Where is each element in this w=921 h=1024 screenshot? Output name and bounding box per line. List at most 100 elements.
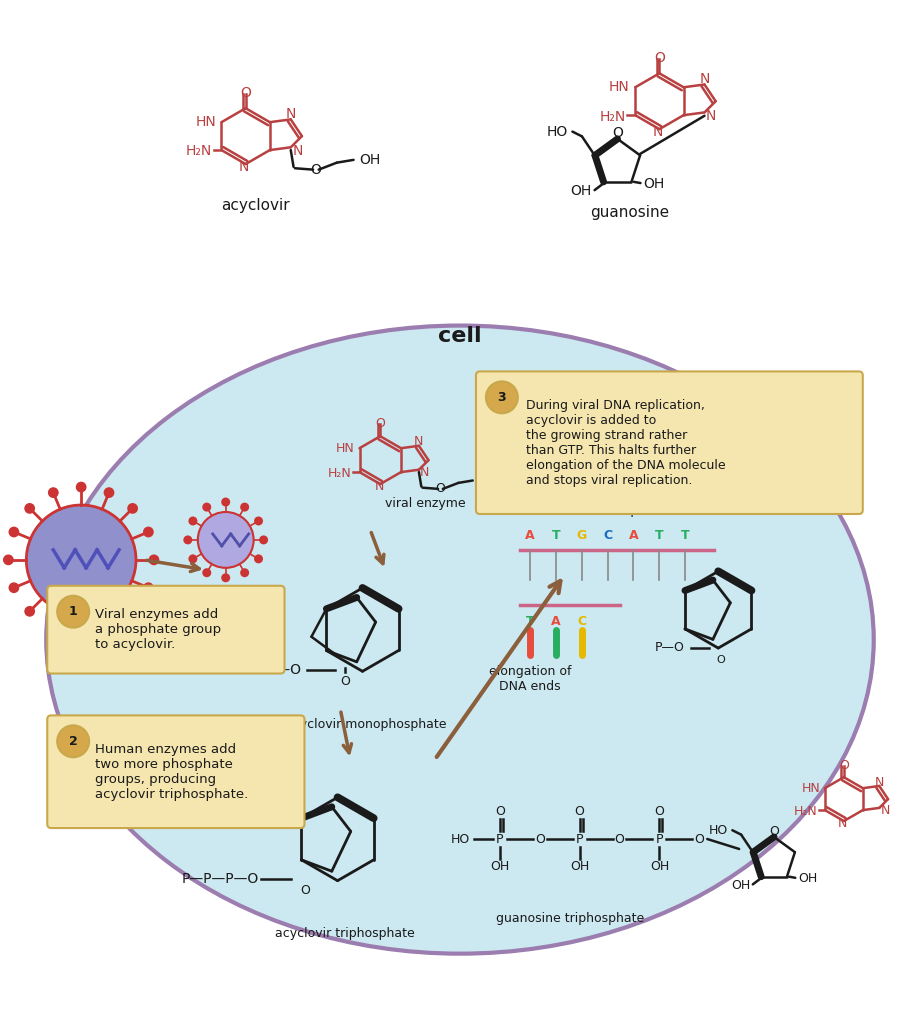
Text: P: P: [496, 833, 504, 846]
Circle shape: [221, 498, 230, 507]
FancyBboxPatch shape: [47, 586, 285, 674]
Circle shape: [3, 554, 14, 565]
Text: OH: OH: [478, 474, 497, 487]
Text: HN: HN: [609, 80, 630, 94]
Text: O: O: [341, 675, 350, 688]
Text: elongation of
DNA ends: elongation of DNA ends: [488, 666, 571, 693]
Circle shape: [57, 725, 89, 758]
Text: N: N: [880, 804, 890, 817]
Circle shape: [24, 503, 35, 514]
Text: O: O: [655, 805, 664, 817]
Text: P—O: P—O: [655, 641, 684, 654]
Circle shape: [76, 481, 87, 493]
Circle shape: [104, 487, 114, 498]
Text: O: O: [495, 805, 505, 817]
Text: OH: OH: [360, 153, 381, 167]
Text: T: T: [655, 529, 664, 543]
Text: O: O: [769, 825, 779, 838]
Text: OH: OH: [644, 177, 665, 191]
Circle shape: [8, 526, 19, 538]
Circle shape: [259, 536, 268, 545]
Text: N: N: [705, 109, 717, 123]
Text: O: O: [575, 805, 585, 817]
Text: O: O: [310, 163, 321, 176]
Text: O: O: [694, 833, 705, 846]
Text: T: T: [526, 615, 534, 628]
Text: N: N: [653, 125, 663, 139]
Text: virus: virus: [58, 618, 104, 637]
Text: During viral DNA replication,
acyclovir is added to
the growing strand rather
th: During viral DNA replication, acyclovir …: [526, 398, 726, 486]
Text: A: A: [525, 529, 534, 543]
Text: C: C: [603, 529, 612, 543]
Text: N: N: [414, 435, 424, 447]
Text: Viral enzymes add
a phosphate group
to acyclovir.: Viral enzymes add a phosphate group to a…: [95, 608, 221, 651]
Text: H₂N: H₂N: [793, 805, 817, 818]
Text: O: O: [535, 833, 544, 846]
Text: cell: cell: [438, 326, 482, 345]
Text: O: O: [612, 126, 623, 140]
Circle shape: [240, 568, 250, 578]
Text: acyclovir triphosphate: acyclovir triphosphate: [275, 927, 415, 940]
Text: O: O: [436, 482, 446, 496]
Circle shape: [57, 596, 89, 628]
Text: viral enzyme: viral enzyme: [385, 497, 465, 510]
Text: N: N: [292, 143, 302, 158]
Text: C: C: [577, 615, 586, 628]
Text: O: O: [839, 759, 849, 772]
Text: P—O: P—O: [269, 663, 302, 677]
Circle shape: [127, 606, 138, 616]
Circle shape: [8, 583, 19, 593]
Text: G: G: [577, 529, 587, 543]
Text: N: N: [420, 466, 429, 479]
Circle shape: [143, 526, 154, 538]
Text: OH: OH: [570, 860, 589, 873]
Circle shape: [143, 583, 154, 593]
Text: P—P—P—O: P—P—P—O: [182, 871, 260, 886]
Text: N: N: [239, 160, 250, 174]
Text: O: O: [654, 51, 665, 65]
Circle shape: [76, 628, 87, 638]
Text: acyclovir: acyclovir: [221, 199, 290, 213]
Circle shape: [486, 381, 518, 414]
Text: P: P: [656, 833, 663, 846]
Text: OH: OH: [798, 872, 817, 886]
Circle shape: [189, 516, 197, 525]
Text: A: A: [629, 529, 638, 543]
Text: O: O: [300, 885, 310, 897]
Text: T: T: [552, 529, 560, 543]
Circle shape: [203, 568, 211, 578]
Ellipse shape: [46, 326, 874, 953]
Text: OH: OH: [731, 879, 751, 892]
Text: HO: HO: [450, 833, 470, 846]
Text: human
enzymes: human enzymes: [223, 716, 278, 743]
Circle shape: [27, 505, 136, 614]
Text: HN: HN: [336, 441, 355, 455]
Circle shape: [203, 503, 211, 512]
Circle shape: [148, 554, 159, 565]
Text: HN: HN: [195, 115, 216, 129]
Circle shape: [48, 487, 59, 498]
Circle shape: [189, 554, 197, 563]
Circle shape: [24, 606, 35, 616]
Circle shape: [198, 512, 253, 568]
Text: O: O: [375, 417, 385, 430]
Text: P: P: [576, 833, 583, 846]
Circle shape: [104, 622, 114, 633]
Circle shape: [48, 622, 59, 633]
Text: A: A: [551, 615, 561, 628]
Text: O: O: [240, 86, 251, 100]
Circle shape: [254, 554, 263, 563]
Text: 2: 2: [69, 735, 77, 748]
FancyBboxPatch shape: [47, 716, 305, 828]
Text: OH: OH: [650, 860, 669, 873]
Text: N: N: [875, 775, 884, 788]
Text: N: N: [374, 480, 384, 493]
Text: N: N: [286, 108, 296, 122]
Circle shape: [221, 573, 230, 583]
Text: N: N: [699, 73, 710, 86]
Text: 3: 3: [497, 391, 507, 403]
Text: HO: HO: [709, 823, 729, 837]
Text: H₂N: H₂N: [185, 144, 212, 159]
Text: OH: OH: [490, 860, 509, 873]
Circle shape: [183, 536, 192, 545]
